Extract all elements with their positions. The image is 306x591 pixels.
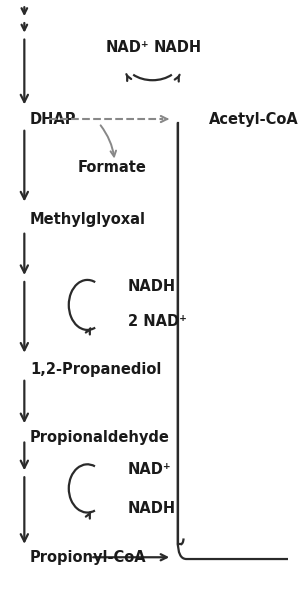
Text: 1,2-Propanediol: 1,2-Propanediol [30,362,162,376]
Text: Acetyl-CoA: Acetyl-CoA [209,112,299,126]
Text: NAD⁺: NAD⁺ [128,462,171,476]
FancyArrowPatch shape [178,123,292,559]
Text: DHAP: DHAP [30,112,76,126]
Text: NADH: NADH [128,501,176,516]
Text: NADH: NADH [154,40,202,55]
Text: 2 NAD⁺: 2 NAD⁺ [128,314,186,329]
Text: NAD⁺: NAD⁺ [106,40,149,55]
Text: NADH: NADH [128,279,176,294]
Text: Formate: Formate [77,160,146,175]
Text: Methylglyoxal: Methylglyoxal [30,212,146,226]
Text: Propionyl-CoA: Propionyl-CoA [30,550,147,565]
Text: Propionaldehyde: Propionaldehyde [30,430,170,446]
